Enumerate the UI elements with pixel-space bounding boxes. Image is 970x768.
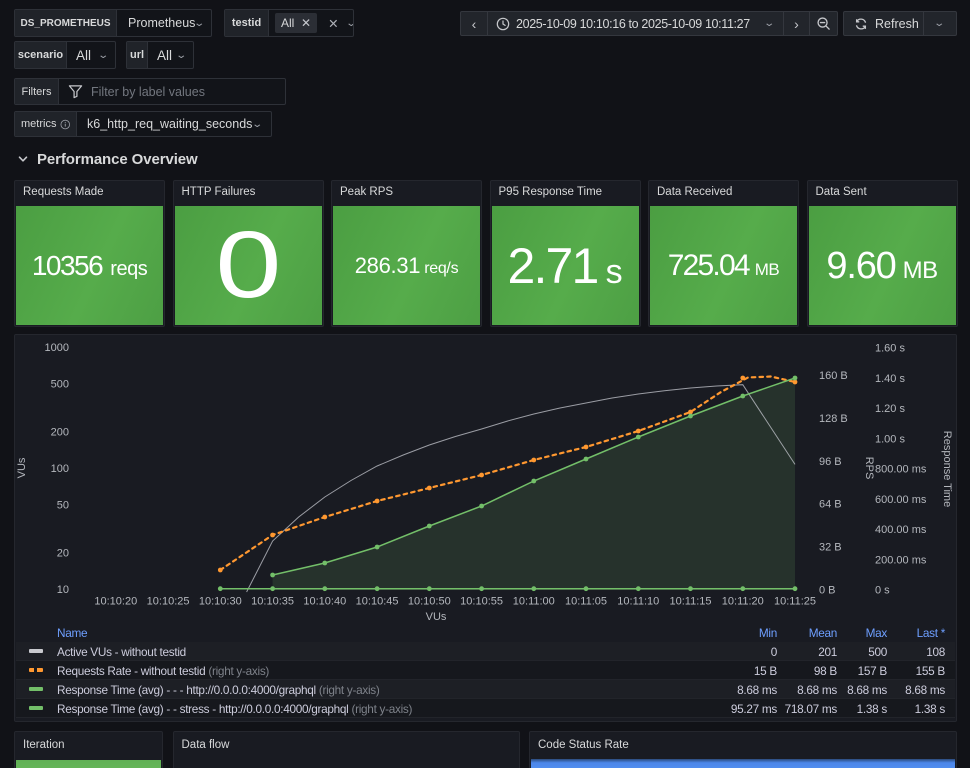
svg-text:160 B: 160 B xyxy=(819,370,848,382)
svg-text:1.00 s: 1.00 s xyxy=(875,433,905,445)
svg-text:500: 500 xyxy=(51,378,69,390)
svg-text:10:10:40: 10:10:40 xyxy=(303,596,346,608)
svg-text:10:10:20: 10:10:20 xyxy=(94,596,137,608)
svg-text:10:10:55: 10:10:55 xyxy=(460,596,503,608)
svg-text:1000: 1000 xyxy=(45,342,69,354)
svg-text:200.00 ms: 200.00 ms xyxy=(875,554,927,566)
svg-text:10:10:25: 10:10:25 xyxy=(147,596,190,608)
svg-text:64 B: 64 B xyxy=(819,499,842,511)
svg-text:400.00 ms: 400.00 ms xyxy=(875,524,927,536)
svg-text:96 B: 96 B xyxy=(819,456,842,468)
svg-text:10:10:30: 10:10:30 xyxy=(199,596,242,608)
svg-text:128 B: 128 B xyxy=(819,413,848,425)
svg-text:10:11:00: 10:11:00 xyxy=(513,596,555,608)
svg-text:10:11:25: 10:11:25 xyxy=(774,596,816,608)
svg-text:50: 50 xyxy=(57,499,69,511)
svg-text:200: 200 xyxy=(51,427,69,439)
svg-text:10:10:35: 10:10:35 xyxy=(251,596,294,608)
svg-text:100: 100 xyxy=(51,463,69,475)
svg-text:10: 10 xyxy=(57,584,69,596)
svg-text:32 B: 32 B xyxy=(819,542,842,554)
svg-text:20: 20 xyxy=(57,548,69,560)
svg-text:10:11:10: 10:11:10 xyxy=(617,596,659,608)
svg-text:10:10:45: 10:10:45 xyxy=(356,596,399,608)
svg-text:VUs: VUs xyxy=(426,611,447,623)
svg-text:800.00 ms: 800.00 ms xyxy=(875,464,927,476)
svg-text:VUs: VUs xyxy=(16,457,28,478)
svg-text:10:11:05: 10:11:05 xyxy=(565,596,607,608)
svg-text:1.20 s: 1.20 s xyxy=(875,403,905,415)
svg-text:1.40 s: 1.40 s xyxy=(875,373,905,385)
svg-text:RPS: RPS xyxy=(863,457,875,480)
svg-text:10:10:50: 10:10:50 xyxy=(408,596,451,608)
svg-text:10:11:15: 10:11:15 xyxy=(669,596,711,608)
svg-text:10:11:20: 10:11:20 xyxy=(722,596,764,608)
svg-text:600.00 ms: 600.00 ms xyxy=(875,494,927,506)
svg-text:1.60 s: 1.60 s xyxy=(875,343,905,355)
svg-text:Response Time: Response Time xyxy=(941,431,953,507)
svg-text:0 B: 0 B xyxy=(819,585,836,597)
svg-text:0 s: 0 s xyxy=(875,585,890,597)
